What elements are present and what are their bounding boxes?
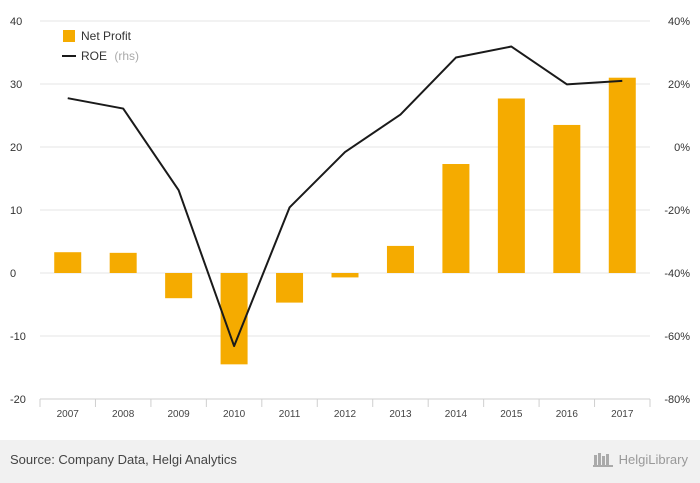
x-tick-label: 2017	[611, 409, 634, 420]
y-right-tick-label: -40%	[664, 268, 690, 280]
y-left-tick-label: -10	[10, 331, 26, 343]
source-note: Source: Company Data, Helgi Analytics	[10, 452, 237, 467]
x-tick-label: 2013	[389, 409, 412, 420]
y-left-tick-label: 30	[10, 79, 22, 91]
y-right-tick-label: 0%	[674, 142, 690, 154]
x-tick-label: 2012	[334, 409, 357, 420]
net-profit-bar	[54, 252, 82, 273]
x-tick-label: 2008	[112, 409, 135, 420]
net-profit-bar	[165, 273, 193, 299]
y-right-tick-label: -60%	[664, 331, 690, 343]
brand: HelgiLibrary	[592, 451, 688, 467]
brand-name: HelgiLibrary	[618, 451, 688, 467]
legend-label-roe-suffix: (rhs)	[114, 49, 139, 63]
net-profit-bar	[497, 98, 525, 274]
net-profit-bars	[54, 77, 636, 365]
legend-label-roe: ROE (rhs)	[81, 49, 139, 63]
y-left-tick-label: 40	[10, 16, 22, 28]
y-right-tick-label: -20%	[664, 205, 690, 217]
y-left-tick-label: 0	[10, 268, 16, 280]
chart-svg: 403020100-10-2040%20%0%-20%-40%-60%-80%2…	[10, 16, 690, 420]
x-tick-label: 2010	[223, 409, 246, 420]
x-tick-label: 2014	[445, 409, 468, 420]
roe-line-group	[67, 45, 623, 348]
library-logo-icon	[592, 453, 613, 467]
y-left-tick-label: 20	[10, 142, 22, 154]
x-tick-label: 2007	[57, 409, 80, 420]
y-right-tick-label: 20%	[668, 79, 690, 91]
net-profit-bar	[109, 252, 137, 273]
axes: 403020100-10-2040%20%0%-20%-40%-60%-80%2…	[10, 16, 690, 420]
legend-label-net-profit: Net Profit	[81, 29, 132, 43]
x-tick-label: 2011	[279, 409, 301, 420]
legend: Net Profit ROE (rhs)	[62, 29, 139, 63]
net-profit-bar	[276, 273, 304, 303]
net-profit-bar	[386, 245, 414, 273]
y-right-tick-label: -80%	[664, 394, 690, 406]
net-profit-bar	[608, 77, 636, 273]
chart: 40 30 20 10 0 -10 -20 40% 20% 0% -20% -40% -60% -80% 2…	[10, 16, 690, 420]
legend-label-roe-name: ROE	[81, 49, 107, 63]
net-profit-bar	[331, 273, 359, 278]
roe-line	[67, 45, 623, 348]
x-tick-label: 2009	[168, 409, 191, 420]
legend-swatch-net-profit	[63, 30, 75, 42]
y-left-tick-label: 10	[10, 205, 22, 217]
footer: Source: Company Data, Helgi Analytics He…	[0, 440, 700, 483]
net-profit-bar	[442, 164, 470, 273]
y-left-tick-label: -20	[10, 394, 26, 406]
y-right-tick-label: 40%	[668, 16, 690, 28]
x-tick-label: 2015	[500, 409, 523, 420]
net-profit-bar	[553, 124, 581, 273]
x-tick-label: 2016	[556, 409, 579, 420]
